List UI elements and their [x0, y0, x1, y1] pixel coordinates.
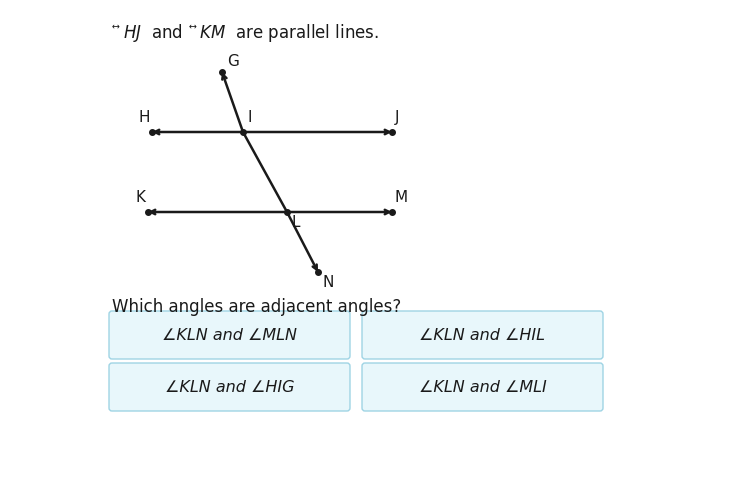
FancyBboxPatch shape	[109, 363, 350, 411]
Text: L: L	[292, 215, 301, 230]
Text: $\overleftrightarrow{HJ}$  and  $\overleftrightarrow{KM}$  are parallel lines.: $\overleftrightarrow{HJ}$ and $\overleft…	[112, 22, 379, 44]
Text: K: K	[136, 190, 146, 205]
Text: ∠KLN and ∠MLN: ∠KLN and ∠MLN	[162, 327, 297, 343]
Text: ∠KLN and ∠HIG: ∠KLN and ∠HIG	[165, 379, 294, 394]
Text: ∠KLN and ∠HIL: ∠KLN and ∠HIL	[420, 327, 545, 343]
Text: M: M	[395, 190, 408, 205]
FancyBboxPatch shape	[109, 311, 350, 359]
Text: G: G	[227, 54, 239, 69]
FancyBboxPatch shape	[362, 363, 603, 411]
Text: N: N	[323, 275, 334, 290]
Text: Which angles are adjacent angles?: Which angles are adjacent angles?	[112, 298, 401, 316]
Text: I: I	[248, 110, 253, 125]
FancyBboxPatch shape	[362, 311, 603, 359]
Text: H: H	[138, 110, 150, 125]
Text: J: J	[395, 110, 400, 125]
Text: ∠KLN and ∠MLI: ∠KLN and ∠MLI	[419, 379, 546, 394]
